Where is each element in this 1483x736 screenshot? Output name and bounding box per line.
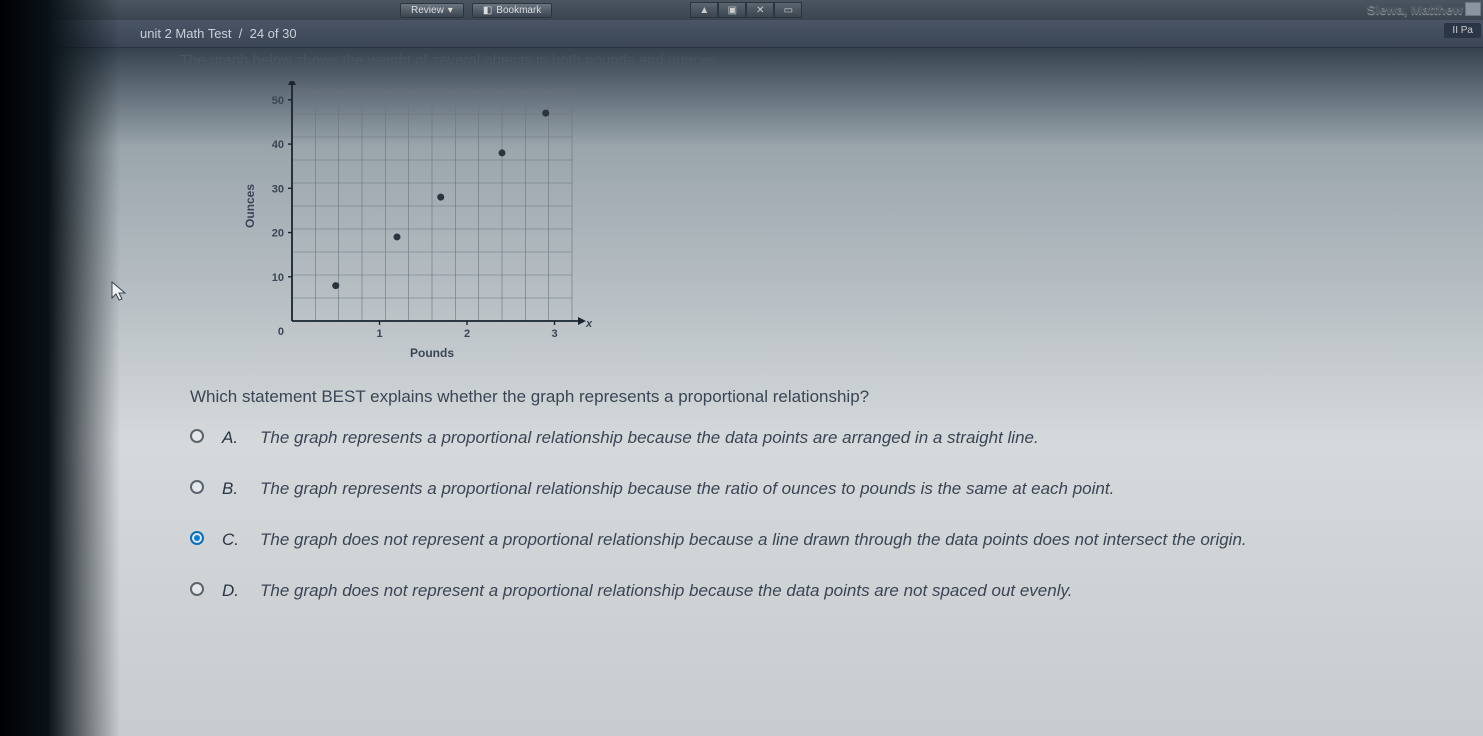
- bookmark-icon: ◧: [483, 5, 492, 16]
- test-name: unit 2 Math Test: [140, 26, 232, 41]
- answer-option[interactable]: B. The graph represents a proportional re…: [190, 476, 1423, 499]
- question-position: 24 of 30: [250, 26, 297, 41]
- radio-button[interactable]: [190, 582, 204, 596]
- pause-badge[interactable]: II Pa: [1444, 23, 1481, 38]
- radio-button[interactable]: [190, 531, 204, 545]
- bookmark-button[interactable]: ◧ Bookmark: [472, 3, 552, 18]
- review-button[interactable]: Review ▾: [400, 3, 464, 18]
- answer-option[interactable]: C. The graph does not represent a proport…: [190, 527, 1423, 550]
- pointer-tool-icon[interactable]: ▲: [690, 2, 718, 18]
- answer-letter: D.: [222, 581, 242, 601]
- answer-text: The graph does not represent a proportio…: [260, 581, 1072, 601]
- top-toolbar: Review ▾ ◧ Bookmark ▲ ▣ ✕ ▭ Slewa, Matth…: [0, 0, 1483, 20]
- bookmark-label: Bookmark: [496, 5, 541, 16]
- svg-text:50: 50: [272, 95, 284, 107]
- breadcrumb: unit 2 Math Test / 24 of 30 II Pa: [0, 20, 1483, 48]
- cursor-icon: [110, 280, 130, 304]
- radio-button[interactable]: [190, 480, 204, 494]
- radio-button[interactable]: [190, 429, 204, 443]
- svg-text:10: 10: [272, 272, 284, 284]
- answer-option[interactable]: D. The graph does not represent a proport…: [190, 578, 1423, 601]
- svg-text:40: 40: [272, 139, 284, 151]
- answers-list: A. The graph represents a proportional re…: [140, 415, 1473, 639]
- close-tool-icon[interactable]: ✕: [746, 2, 774, 18]
- svg-text:Pounds: Pounds: [410, 346, 454, 360]
- svg-text:3: 3: [551, 328, 557, 340]
- svg-text:x: x: [585, 318, 592, 330]
- svg-text:30: 30: [272, 183, 284, 195]
- save-tool-icon[interactable]: ▣: [718, 2, 746, 18]
- answer-letter: C.: [222, 530, 242, 550]
- tool-icons: ▲ ▣ ✕ ▭: [690, 2, 802, 18]
- review-label: Review: [411, 5, 444, 16]
- note-tool-icon[interactable]: ▭: [774, 2, 802, 18]
- user-name-label: Slewa, Matthew: [1367, 2, 1463, 17]
- answer-text: The graph represents a proportional rela…: [260, 479, 1114, 499]
- answer-text: The graph represents a proportional rela…: [260, 428, 1039, 448]
- answer-letter: B.: [222, 479, 242, 499]
- user-menu-icon[interactable]: [1465, 2, 1481, 16]
- pause-label: II Pa: [1452, 25, 1473, 36]
- question-content: The graph below shows the weight of seve…: [140, 48, 1473, 736]
- svg-text:2: 2: [464, 328, 470, 340]
- question-intro: The graph below shows the weight of seve…: [140, 48, 1473, 73]
- answer-letter: A.: [222, 428, 242, 448]
- answer-option[interactable]: A. The graph represents a proportional re…: [190, 425, 1423, 448]
- svg-text:0: 0: [278, 326, 284, 338]
- svg-text:20: 20: [272, 228, 284, 240]
- scatter-chart: 10 20 30 40 50 0 1 2 3 y x Ounces Pounds: [232, 81, 592, 371]
- question-prompt: Which statement BEST explains whether th…: [140, 379, 1473, 415]
- svg-text:y: y: [297, 81, 305, 82]
- svg-text:1: 1: [376, 328, 382, 340]
- answer-text: The graph does not represent a proportio…: [260, 530, 1247, 550]
- dropdown-icon: ▾: [448, 5, 453, 16]
- svg-text:Ounces: Ounces: [243, 184, 257, 228]
